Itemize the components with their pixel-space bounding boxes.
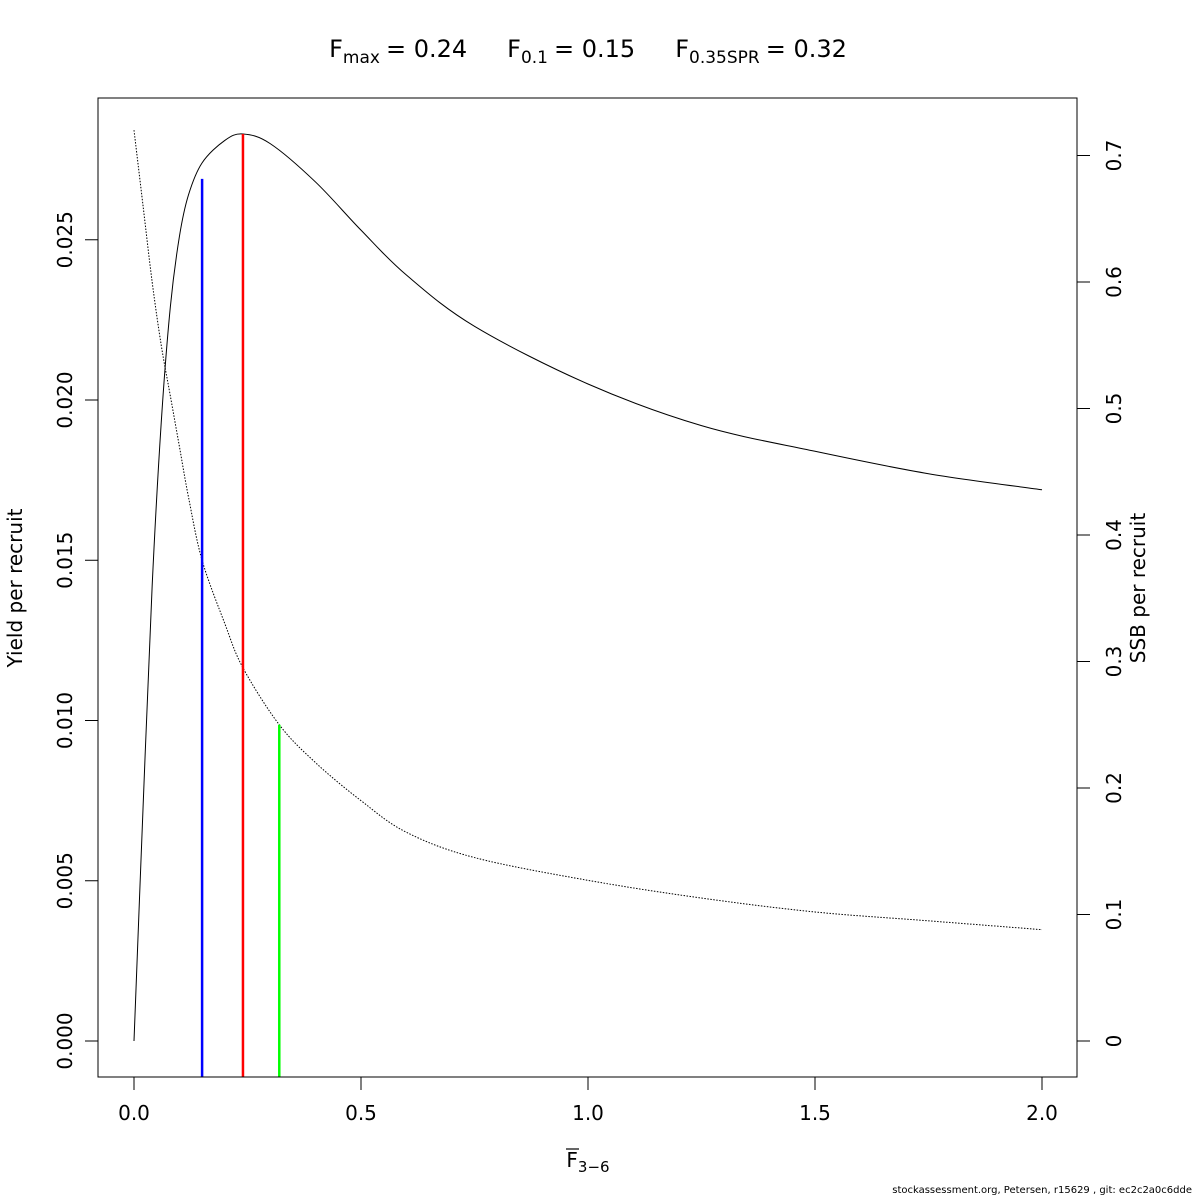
title-fmax-value: = 0.24 (386, 35, 467, 63)
x-tick-label: 0.0 (118, 1101, 150, 1125)
title-fmax-sub: max (343, 48, 380, 68)
title-f01-symbol: F (507, 35, 521, 63)
y-left-tick-label: 0.000 (53, 1012, 77, 1069)
x-axis-label: F3−6 (566, 1148, 609, 1176)
y-left-tick-label: 0.010 (53, 692, 77, 749)
title-fspr-sub: 0.35SPR (689, 48, 760, 68)
x-axis-label-sub: 3−6 (578, 1158, 610, 1176)
ssb-per-recruit-line (133, 130, 1043, 931)
axis-ticks: 0.0 0.5 1.0 1.5 2.0 0.000 0.005 0.010 0.015 0.020… (53, 140, 1126, 1125)
title-f01-value: = 0.15 (554, 35, 635, 63)
yield-per-recruit-line (133, 133, 1043, 1042)
x-tick-label: 1.0 (572, 1101, 604, 1125)
plot-marks (133, 130, 1043, 1077)
x-axis-label-symbol: F (566, 1148, 578, 1172)
y-left-tick-label: 0.025 (53, 211, 77, 268)
title-fspr-symbol: F (675, 35, 689, 63)
title-f01-sub: 0.1 (521, 48, 548, 68)
x-tick-label: 1.5 (799, 1101, 831, 1125)
y-right-tick-label: 0.4 (1102, 519, 1126, 551)
title-fspr-value: = 0.32 (766, 35, 847, 63)
y-right-tick-label: 0.3 (1102, 646, 1126, 678)
chart-title: Fmax = 0.24 F0.1 = 0.15 F0.35SPR = 0.32 (329, 35, 847, 68)
x-tick-label: 0.5 (345, 1101, 377, 1125)
y-axis-right-label: SSB per recruit (1126, 513, 1150, 664)
y-right-tick-label: 0 (1102, 1035, 1126, 1048)
y-left-tick-label: 0.015 (53, 532, 77, 589)
plot-frame (97, 97, 1078, 1078)
y-right-tick-label: 0.1 (1102, 899, 1126, 931)
y-right-tick-label: 0.7 (1102, 140, 1126, 172)
y-left-tick-label: 0.020 (53, 371, 77, 428)
y-right-tick-label: 0.5 (1102, 393, 1126, 425)
title-fmax-symbol: F (329, 35, 343, 63)
y-axis-left-label: Yield per recruit (3, 508, 27, 668)
footer-credit: stockassessment.org, Petersen, r15629 , … (892, 1185, 1192, 1196)
x-tick-label: 2.0 (1026, 1101, 1058, 1125)
y-right-tick-label: 0.2 (1102, 772, 1126, 804)
y-left-tick-label: 0.005 (53, 852, 77, 909)
y-right-tick-label: 0.6 (1102, 266, 1126, 298)
